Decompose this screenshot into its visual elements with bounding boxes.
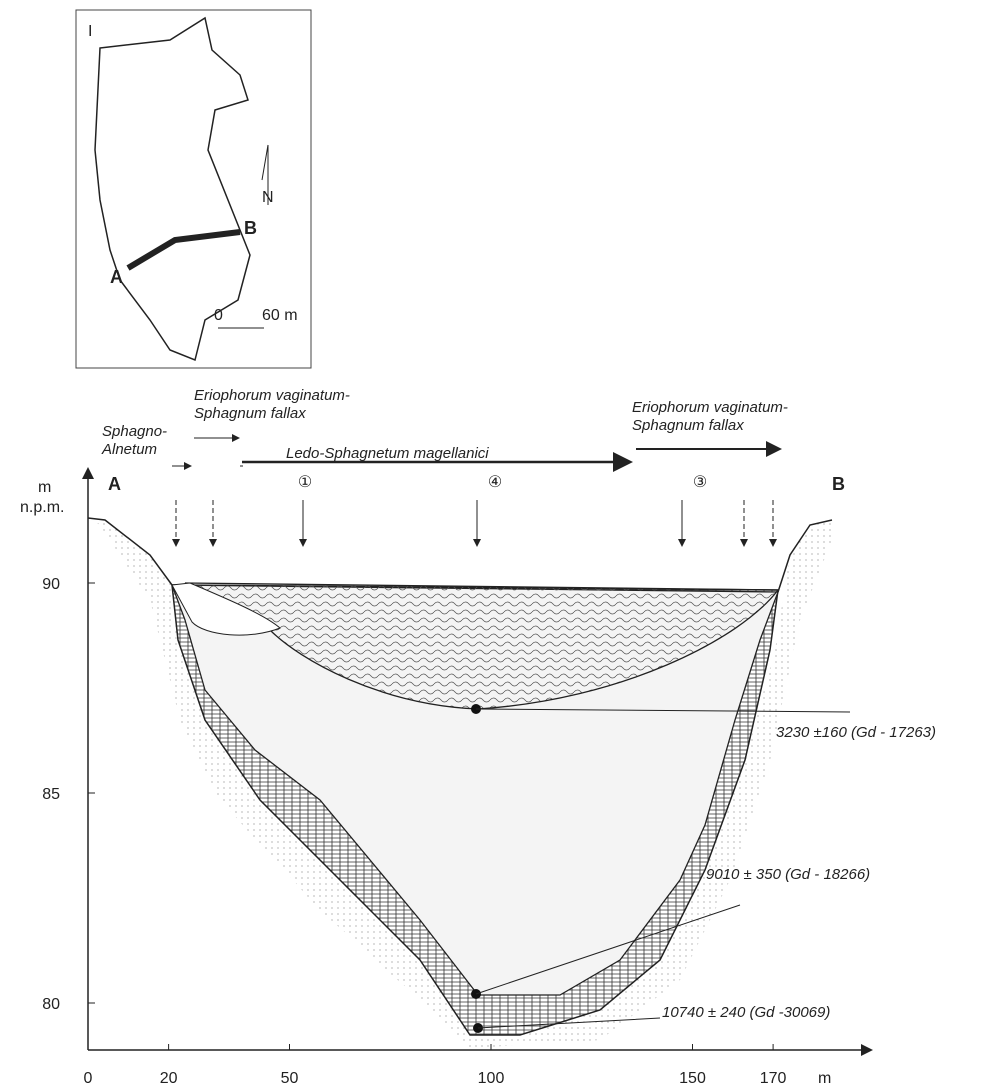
inset-point-a: A (110, 267, 123, 287)
community-label: Eriophorum vaginatum- (194, 387, 350, 404)
site-label: ① (298, 474, 312, 491)
y-tick-label: 90 (42, 576, 60, 593)
date-label: 10740 ± 240 (Gd -30069) (662, 1004, 830, 1021)
community-label: Ledo-Sphagnetum magellanici (286, 445, 489, 462)
date-label: 9010 ± 350 (Gd - 18266) (706, 866, 870, 883)
community-label: Eriophorum vaginatum- (632, 399, 788, 416)
x-tick-label: 170 (760, 1070, 787, 1087)
x-tick-label: 50 (281, 1070, 299, 1087)
community-label: Sphagnum fallax (194, 405, 306, 422)
x-axis-unit: m (818, 1070, 831, 1087)
community-label: Sphagnum fallax (632, 417, 744, 434)
site-label: ③ (693, 474, 707, 491)
site-label: ④ (488, 474, 502, 491)
community-label: Alnetum (101, 441, 157, 458)
section-point-a: A (108, 474, 121, 494)
north-label: N (262, 189, 274, 206)
y-axis-unit2: n.p.m. (20, 499, 64, 516)
figure: I A B N 0 60 m 3230 ±160 (Gd - 17263) 90… (0, 0, 996, 1090)
y-tick-label: 80 (42, 996, 60, 1013)
y-tick-label: 85 (42, 786, 60, 803)
scale-start: 0 (214, 307, 223, 324)
x-tick-label: 150 (679, 1070, 706, 1087)
lake-outline (95, 18, 250, 360)
scale-end: 60 m (262, 307, 298, 324)
date-label: 3230 ±160 (Gd - 17263) (776, 724, 936, 741)
x-tick-label: 100 (478, 1070, 505, 1087)
core-arrows (176, 500, 773, 545)
x-tick-label: 20 (160, 1070, 178, 1087)
x-tick-label: 0 (84, 1070, 93, 1087)
transect-line (128, 232, 240, 268)
inset-point-b: B (244, 218, 257, 238)
section-point-b: B (832, 474, 845, 494)
community-label: Sphagno- (102, 423, 167, 440)
y-axis-unit: m (38, 479, 51, 496)
surface-line (88, 518, 832, 592)
inset-label: I (88, 23, 92, 40)
